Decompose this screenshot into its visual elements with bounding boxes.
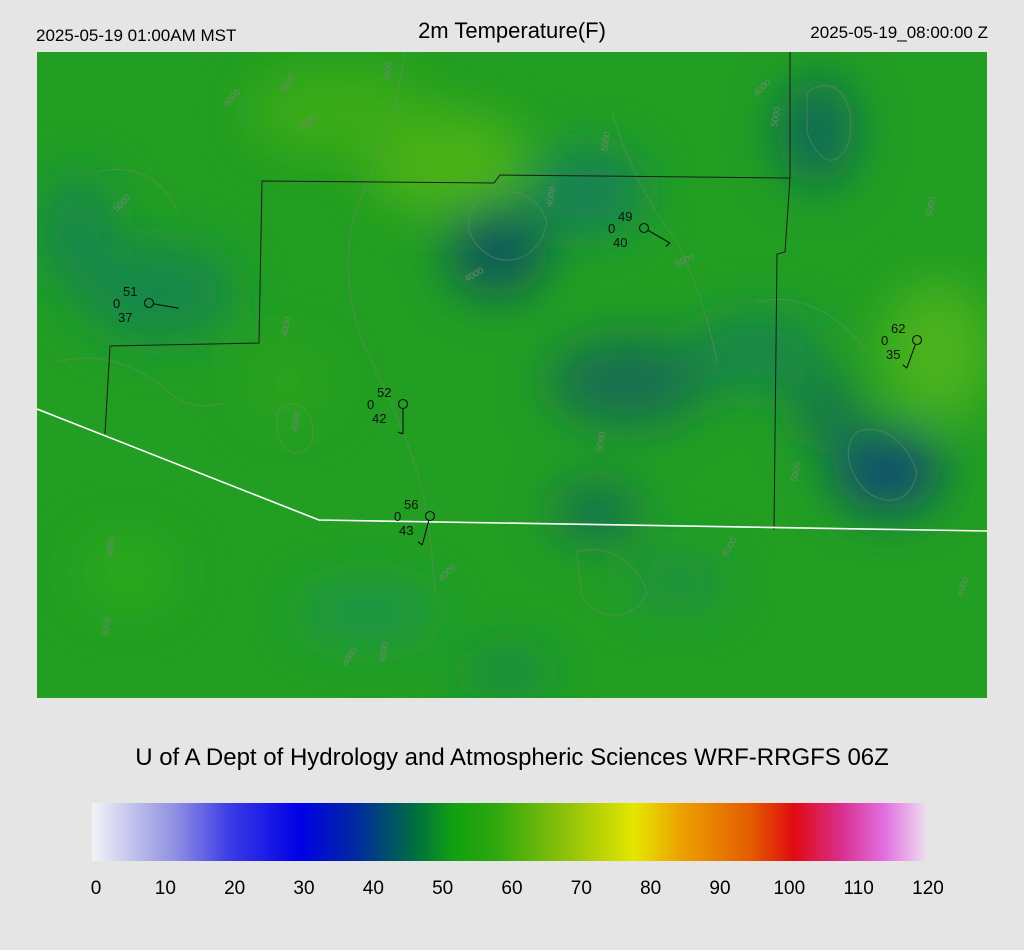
state-boundary <box>37 408 987 532</box>
contour-label: 3000 <box>104 536 117 557</box>
colorbar-tick-label: 70 <box>571 878 592 899</box>
colorbar-tick-label: 30 <box>293 878 314 899</box>
colorbar-tick-label: 90 <box>709 878 730 899</box>
station-dewpoint: 42 <box>372 411 386 426</box>
colorbar-ticks: 0 10 20 30 40 50 60 70 80 90 100 110 120 <box>91 878 944 899</box>
colorbar-gradient <box>92 803 926 861</box>
colorbar-tick-label: 100 <box>773 878 805 899</box>
station-sky-cover: 0 <box>881 333 888 348</box>
local-time-label: 2025-05-19 01:00AM MST <box>36 26 237 45</box>
contour-label: 5000 <box>924 196 937 217</box>
contour-label: 5000 <box>599 131 612 152</box>
station-dewpoint: 37 <box>118 310 132 325</box>
station-temperature: 56 <box>404 497 418 512</box>
colorbar-tick-label: 40 <box>363 878 384 899</box>
station-sky-cover: 0 <box>113 296 120 311</box>
colorbar-tick-label: 120 <box>912 878 944 899</box>
contour-label: 3000 <box>99 616 112 637</box>
station-dewpoint: 35 <box>886 347 900 362</box>
wind-barb-staff <box>647 229 671 244</box>
colorbar-tick-label: 110 <box>844 878 874 899</box>
terrain-contours <box>56 52 918 616</box>
temperature-shading <box>37 67 987 697</box>
station-temperature: 62 <box>891 321 905 336</box>
contour-label: 3000 <box>381 61 394 82</box>
station-marker <box>911 334 923 346</box>
station-marker <box>143 297 155 309</box>
contour-label: 5000 <box>594 431 607 452</box>
colorbar-tick-label: 10 <box>155 878 176 899</box>
contour-label: 5000 <box>769 106 782 127</box>
wind-barb-flag <box>665 242 671 247</box>
station-sky-cover: 0 <box>394 509 401 524</box>
wind-barb-flag <box>902 364 908 369</box>
temperature-map: 3000400050005000500050004000500050004000… <box>37 52 987 698</box>
colorbar-tick-label: 80 <box>640 878 661 899</box>
map-title: 2m Temperature(F) <box>418 18 606 43</box>
county-boundaries <box>104 52 791 531</box>
contour-label: 5000 <box>789 461 802 482</box>
wind-barb-flag <box>417 541 423 546</box>
station-marker <box>638 222 650 234</box>
station-temperature: 49 <box>618 209 632 224</box>
contour-label: 4000 <box>544 186 557 207</box>
contour-label: 4000 <box>289 411 302 432</box>
station-sky-cover: 0 <box>608 221 615 236</box>
wind-barb-staff <box>421 520 430 546</box>
wind-barb-flag <box>397 431 404 435</box>
station-sky-cover: 0 <box>367 397 374 412</box>
station-temperature: 51 <box>123 284 137 299</box>
colorbar-tick-label: 20 <box>224 878 245 899</box>
station-dewpoint: 43 <box>399 523 413 538</box>
wind-barb-staff <box>906 344 916 369</box>
contour-label: 4000 <box>377 641 390 662</box>
colorbar-tick-label: 0 <box>91 878 102 899</box>
utc-time-label: 2025-05-19_08:00:00 Z <box>810 23 988 42</box>
model-credit: U of A Dept of Hydrology and Atmospheric… <box>135 744 889 771</box>
temperature-colorbar: 0 10 20 30 40 50 60 70 80 90 100 110 120 <box>91 803 944 899</box>
station-dewpoint: 40 <box>613 235 627 250</box>
station-marker <box>424 510 436 522</box>
contour-label: 4000 <box>279 316 292 337</box>
station-temperature: 52 <box>377 385 391 400</box>
colorbar-tick-label: 60 <box>501 878 522 899</box>
colorbar-tick-label: 50 <box>432 878 453 899</box>
wind-barb-staff <box>153 303 179 309</box>
